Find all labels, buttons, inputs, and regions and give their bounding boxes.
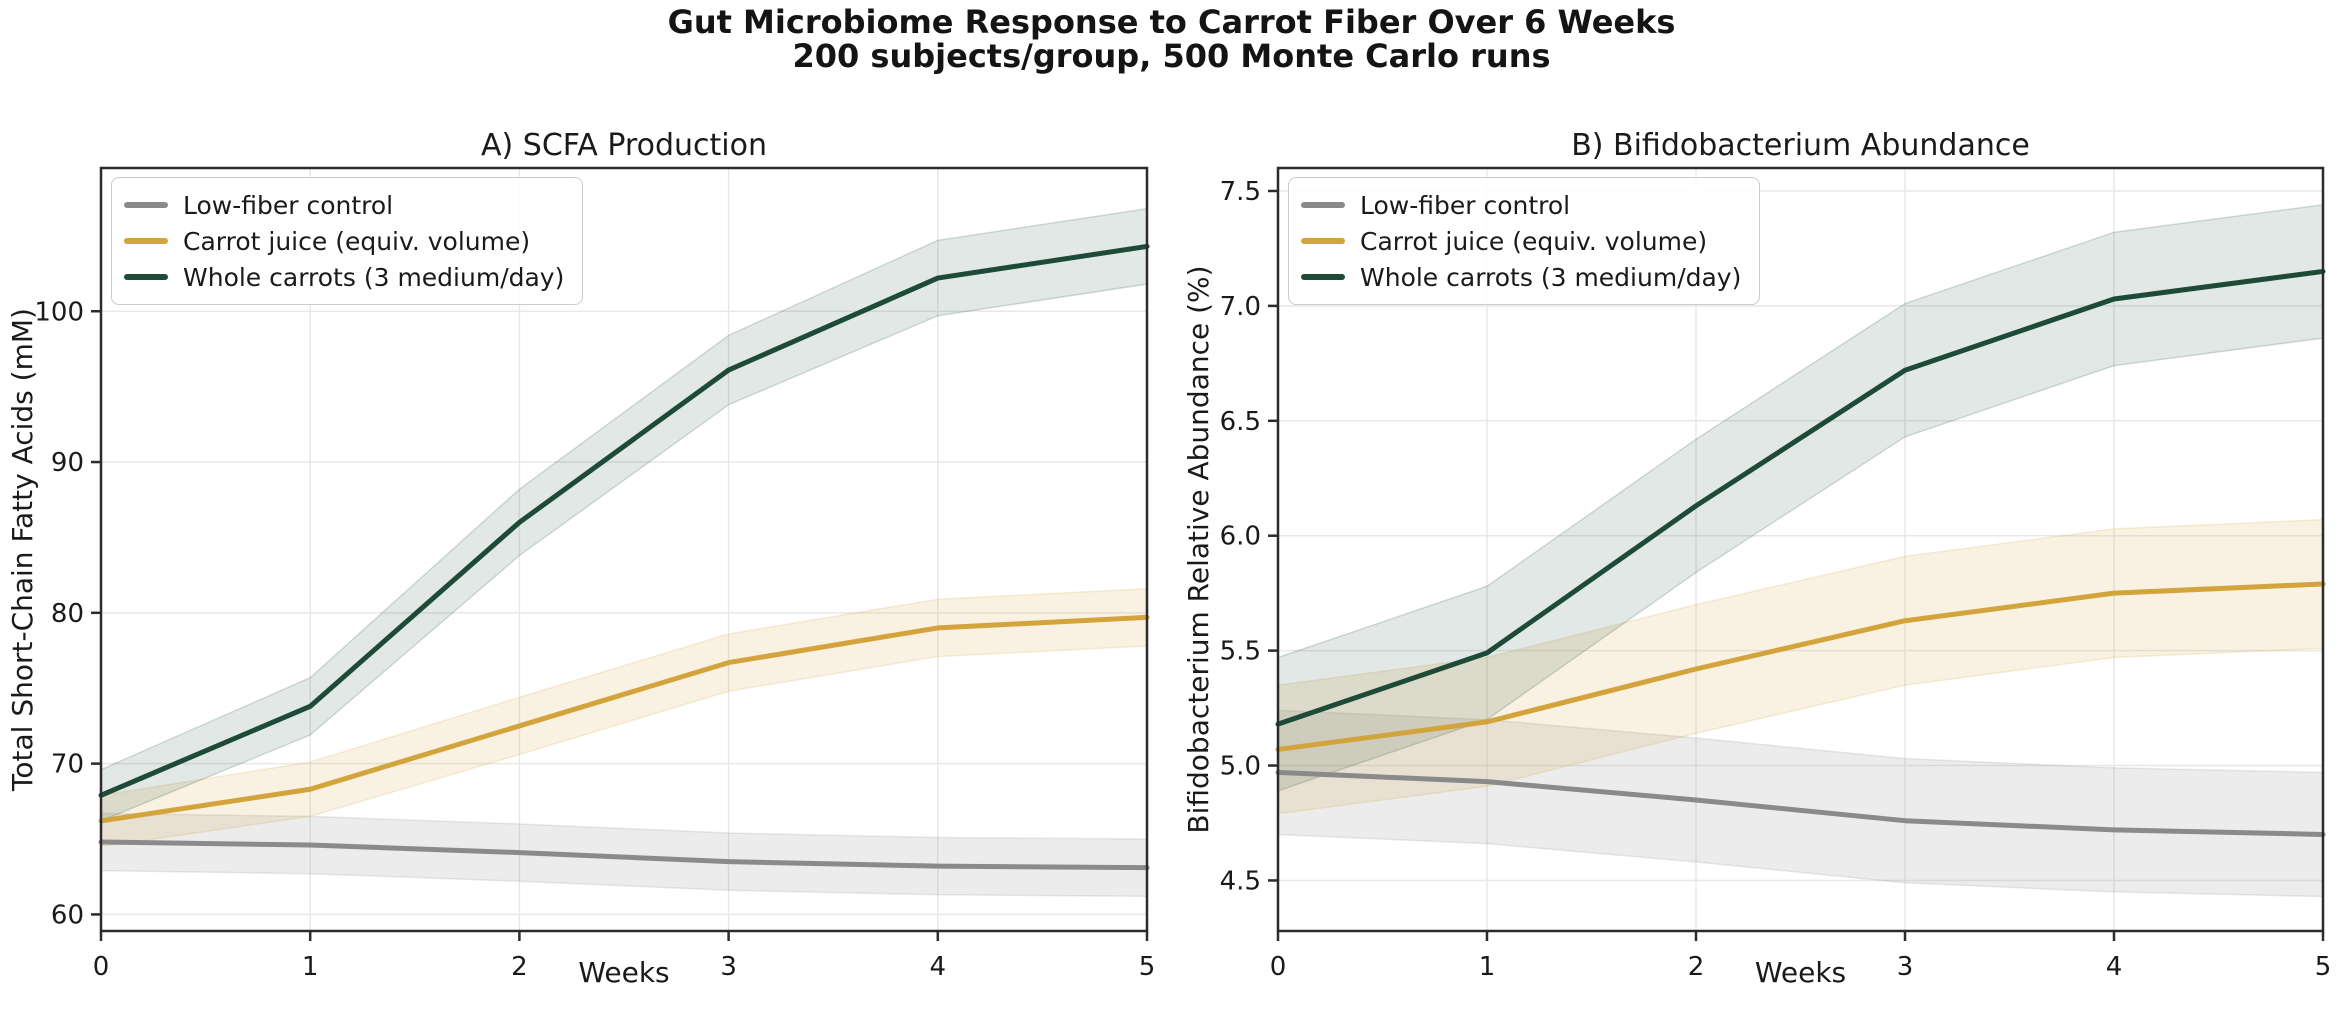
x-tick-label: 4 [2106, 952, 2123, 982]
legend-label-juice: Carrot juice (equiv. volume) [183, 226, 531, 256]
control-line-swatch [124, 202, 168, 208]
y-tick-label: 100 [34, 297, 84, 327]
plot-border [99, 166, 1149, 933]
x-tick-label: 1 [302, 952, 319, 982]
whole-carrots-line-swatch [124, 274, 168, 280]
legend-label-juice: Carrot juice (equiv. volume) [1360, 226, 1708, 256]
legend-item-juice: Carrot juice (equiv. volume) [124, 223, 564, 259]
legend-label-whole-carrots: Whole carrots (3 medium/day) [1360, 262, 1742, 292]
y-tick-label: 60 [51, 900, 84, 930]
panel-a-legend: Low-fiber control Carrot juice (equiv. v… [111, 177, 584, 305]
panel-b-title: B) Bifidobacterium Abundance [1571, 128, 2030, 163]
plot-border [1276, 166, 2325, 933]
x-tick-label: 4 [930, 952, 947, 982]
x-tick-label: 0 [93, 952, 110, 982]
legend-item-control: Low-fiber control [1301, 187, 1741, 223]
panel-b-y-axis-label: Bifidobacterium Relative Abundance (%) [1182, 265, 1215, 834]
figure-title: Gut Microbiome Response to Carrot Fiber … [0, 3, 2343, 75]
figure-title-line2: 200 subjects/group, 500 Monte Carlo runs [792, 36, 1551, 75]
control-line-swatch [1301, 202, 1345, 208]
juice-line-swatch [124, 238, 168, 244]
legend-item-control: Low-fiber control [124, 187, 564, 223]
y-tick-label: 90 [51, 448, 84, 478]
panel-a-x-axis-label: Weeks [578, 956, 670, 989]
series-line [98, 243, 1150, 798]
x-tick-label: 5 [2315, 952, 2332, 982]
whole-carrots-line-swatch [1301, 274, 1345, 280]
legend-item-whole-carrots: Whole carrots (3 medium/day) [124, 259, 564, 295]
legend-label-whole-carrots: Whole carrots (3 medium/day) [183, 262, 565, 292]
x-tick-label: 3 [1897, 952, 1914, 982]
series-line [1275, 581, 2326, 752]
series-line [1275, 268, 2326, 727]
y-tick-label: 7.0 [1220, 292, 1261, 322]
series-line [1275, 769, 2326, 837]
y-tick-label: 5.5 [1220, 637, 1261, 667]
legend-label-control: Low-fiber control [1360, 190, 1571, 220]
x-tick-label: 3 [720, 952, 737, 982]
y-tick-label: 80 [51, 599, 84, 629]
y-tick-label: 70 [51, 750, 84, 780]
legend-label-control: Low-fiber control [183, 190, 394, 220]
y-tick-label: 5.0 [1220, 752, 1261, 782]
legend-item-juice: Carrot juice (equiv. volume) [1301, 223, 1741, 259]
juice-line-swatch [1301, 238, 1345, 244]
x-tick-label: 1 [1479, 952, 1496, 982]
x-tick-label: 0 [1270, 952, 1287, 982]
x-tick-label: 2 [511, 952, 528, 982]
y-tick-label: 6.5 [1220, 407, 1261, 437]
y-tick-label: 6.0 [1220, 522, 1261, 552]
series-line [98, 839, 1150, 871]
panel-b-legend: Low-fiber control Carrot juice (equiv. v… [1288, 177, 1761, 305]
panel-b-x-axis-label: Weeks [1754, 956, 1847, 989]
panel-a-title: A) SCFA Production [481, 128, 767, 163]
legend-item-whole-carrots: Whole carrots (3 medium/day) [1301, 259, 1741, 295]
figure-title-line1: Gut Microbiome Response to Carrot Fiber … [667, 3, 1676, 41]
y-tick-label: 4.5 [1220, 866, 1261, 896]
series-line [98, 614, 1150, 824]
panel-a-y-axis-label: Total Short-Chain Fatty Acids (mM) [6, 308, 39, 791]
x-tick-label: 2 [1688, 952, 1705, 982]
y-tick-label: 7.5 [1220, 177, 1261, 207]
x-tick-label: 5 [1139, 952, 1156, 982]
